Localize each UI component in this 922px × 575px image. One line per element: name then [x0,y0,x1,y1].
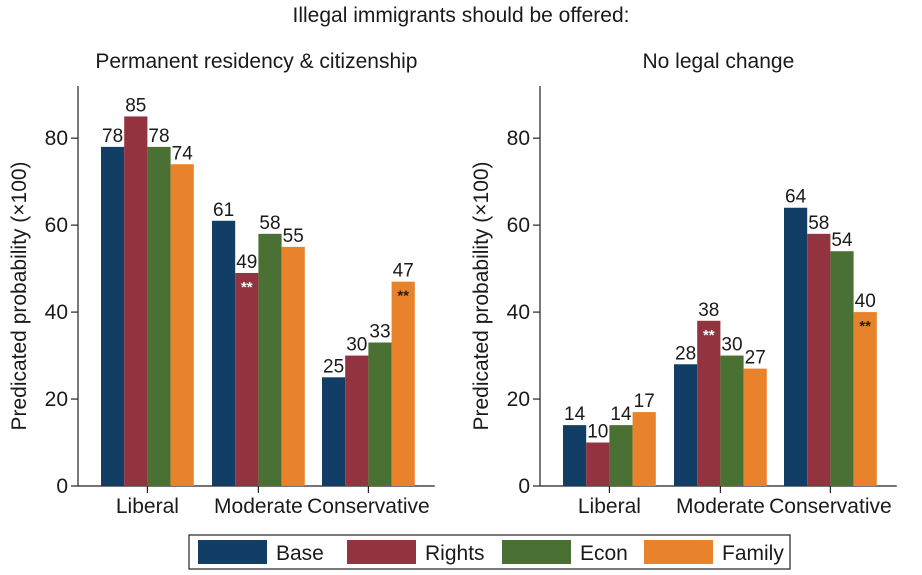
bar-value-label: 47 [393,261,414,282]
bar-base [322,377,346,486]
legend-swatch-family [644,540,713,564]
significance-marker: ** [397,288,409,305]
bar-value-label: 30 [346,335,367,356]
y-tick-label: 80 [45,127,68,150]
bar-value-label: 10 [587,422,608,443]
bar-value-label: 25 [323,356,344,377]
legend-label-econ: Econ [580,542,628,565]
bar-value-label: 17 [634,391,655,412]
bar-family [170,164,194,486]
x-tick-label: Liberal [116,495,179,518]
y-axis-label: Predicated probability (×100) [470,161,493,430]
y-tick-label: 40 [45,301,68,324]
bar-rights [124,116,148,486]
y-tick-label: 60 [507,214,530,237]
bar-base [784,207,808,486]
y-tick-label: 20 [45,388,68,411]
y-tick-label: 0 [518,475,530,498]
bar-family [853,312,877,486]
y-tick-label: 60 [45,214,68,237]
bar-value-label: 74 [172,143,194,164]
significance-marker: ** [241,279,253,296]
legend-label-family: Family [722,542,784,565]
x-tick-label: Conservative [307,495,430,518]
panel-title: No legal change [643,50,795,73]
legend-label-rights: Rights [425,542,485,565]
bar-value-label: 30 [721,335,742,356]
bar-econ [720,355,744,486]
legend-swatch-base [198,540,267,564]
bar-value-label: 61 [213,200,234,221]
bar-rights [807,233,831,486]
bar-family [743,368,767,486]
bar-family [632,412,656,486]
bar-econ [147,146,171,486]
bar-econ [609,425,633,486]
bar-base [563,425,587,486]
bar-base [101,146,125,486]
bar-rights [697,320,721,486]
bar-value-label: 27 [745,348,766,369]
x-tick-label: Moderate [214,495,303,518]
bar-family [281,246,305,486]
legend-swatch-rights [347,540,416,564]
significance-marker: ** [859,318,871,335]
bar-family [391,281,415,486]
x-tick-label: Liberal [578,495,641,518]
legend-swatch-econ [502,540,571,564]
panel-title: Permanent residency & citizenship [95,50,417,73]
bar-value-label: 33 [369,322,390,343]
bar-base [674,364,698,486]
bar-rights [235,272,259,486]
bar-value-label: 78 [148,126,169,147]
y-tick-label: 20 [507,388,530,411]
x-tick-label: Moderate [676,495,765,518]
y-tick-label: 80 [507,127,530,150]
bar-base [212,220,236,487]
bar-value-label: 54 [831,230,853,251]
significance-marker: ** [703,327,715,344]
bar-rights [345,355,369,486]
y-tick-label: 40 [507,301,530,324]
y-axis-label: Predicated probability (×100) [8,161,31,430]
bar-value-label: 14 [610,404,632,425]
bar-value-label: 78 [102,126,123,147]
bar-value-label: 55 [283,226,304,247]
bar-value-label: 28 [675,343,696,364]
bar-value-label: 49 [236,252,257,273]
bar-value-label: 64 [785,187,807,208]
bar-value-label: 38 [698,300,719,321]
figure-supertitle: Illegal immigrants should be offered: [292,4,630,27]
bar-value-label: 85 [125,95,146,116]
bar-econ [258,233,282,486]
bar-value-label: 58 [808,213,829,234]
bar-value-label: 14 [564,404,586,425]
bar-rights [586,442,610,486]
legend-label-base: Base [276,542,324,565]
bar-value-label: 58 [259,213,280,234]
bar-econ [830,251,854,486]
x-tick-label: Conservative [769,495,892,518]
y-tick-label: 0 [56,475,68,498]
bar-econ [368,342,392,486]
bar-value-label: 40 [855,291,876,312]
